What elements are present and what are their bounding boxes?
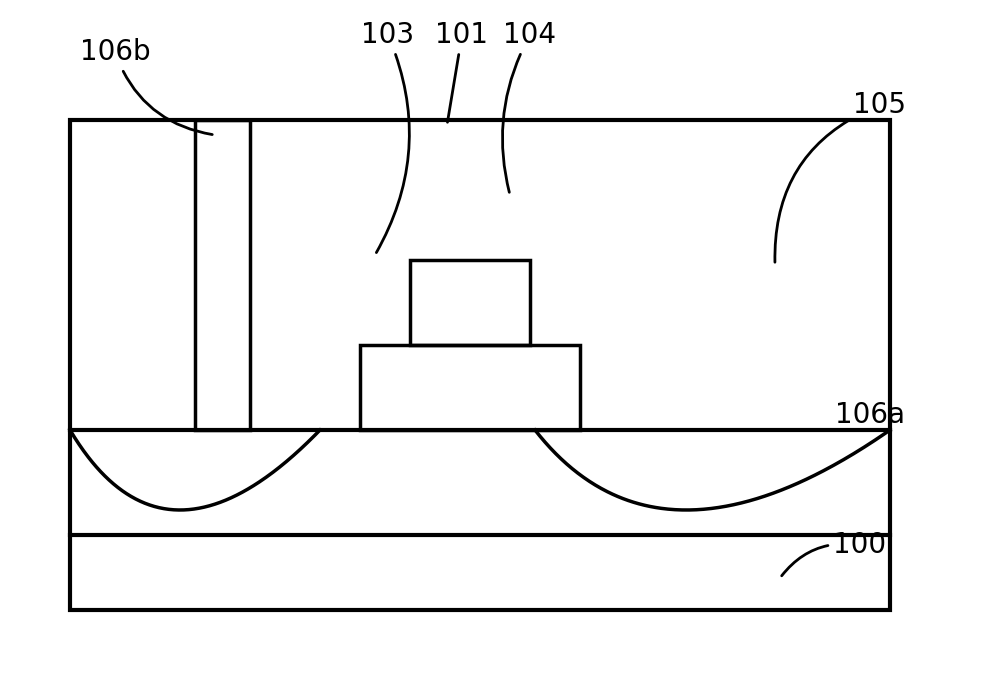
Text: 100: 100 [782,531,887,576]
Text: 104: 104 [502,21,556,192]
Bar [70,120,890,610]
Text: 106a: 106a [835,401,905,432]
Text: 106b: 106b [80,38,212,135]
Bar [195,120,250,430]
Bar [360,345,580,430]
Text: 103: 103 [361,21,415,252]
Text: 101: 101 [436,21,488,122]
Bar [410,260,530,345]
Text: 105: 105 [775,91,906,262]
